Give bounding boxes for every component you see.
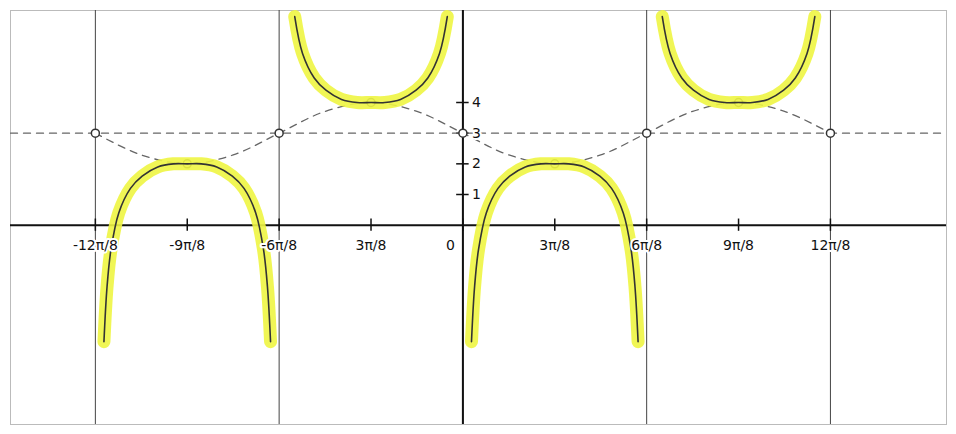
- svg-text:2: 2: [472, 155, 481, 171]
- svg-text:3π/8: 3π/8: [356, 237, 387, 253]
- svg-text:9π/8: 9π/8: [723, 237, 754, 253]
- svg-text:4: 4: [472, 94, 481, 110]
- svg-text:-6π/8: -6π/8: [261, 237, 297, 253]
- svg-text:6π/8: 6π/8: [631, 237, 662, 253]
- svg-text:1: 1: [472, 186, 481, 202]
- svg-text:12π/8: 12π/8: [810, 237, 850, 253]
- svg-text:-12π/8: -12π/8: [73, 237, 118, 253]
- svg-text:0: 0: [446, 237, 455, 253]
- svg-text:3: 3: [472, 125, 481, 141]
- svg-text:-9π/8: -9π/8: [169, 237, 205, 253]
- svg-text:3π/8: 3π/8: [539, 237, 570, 253]
